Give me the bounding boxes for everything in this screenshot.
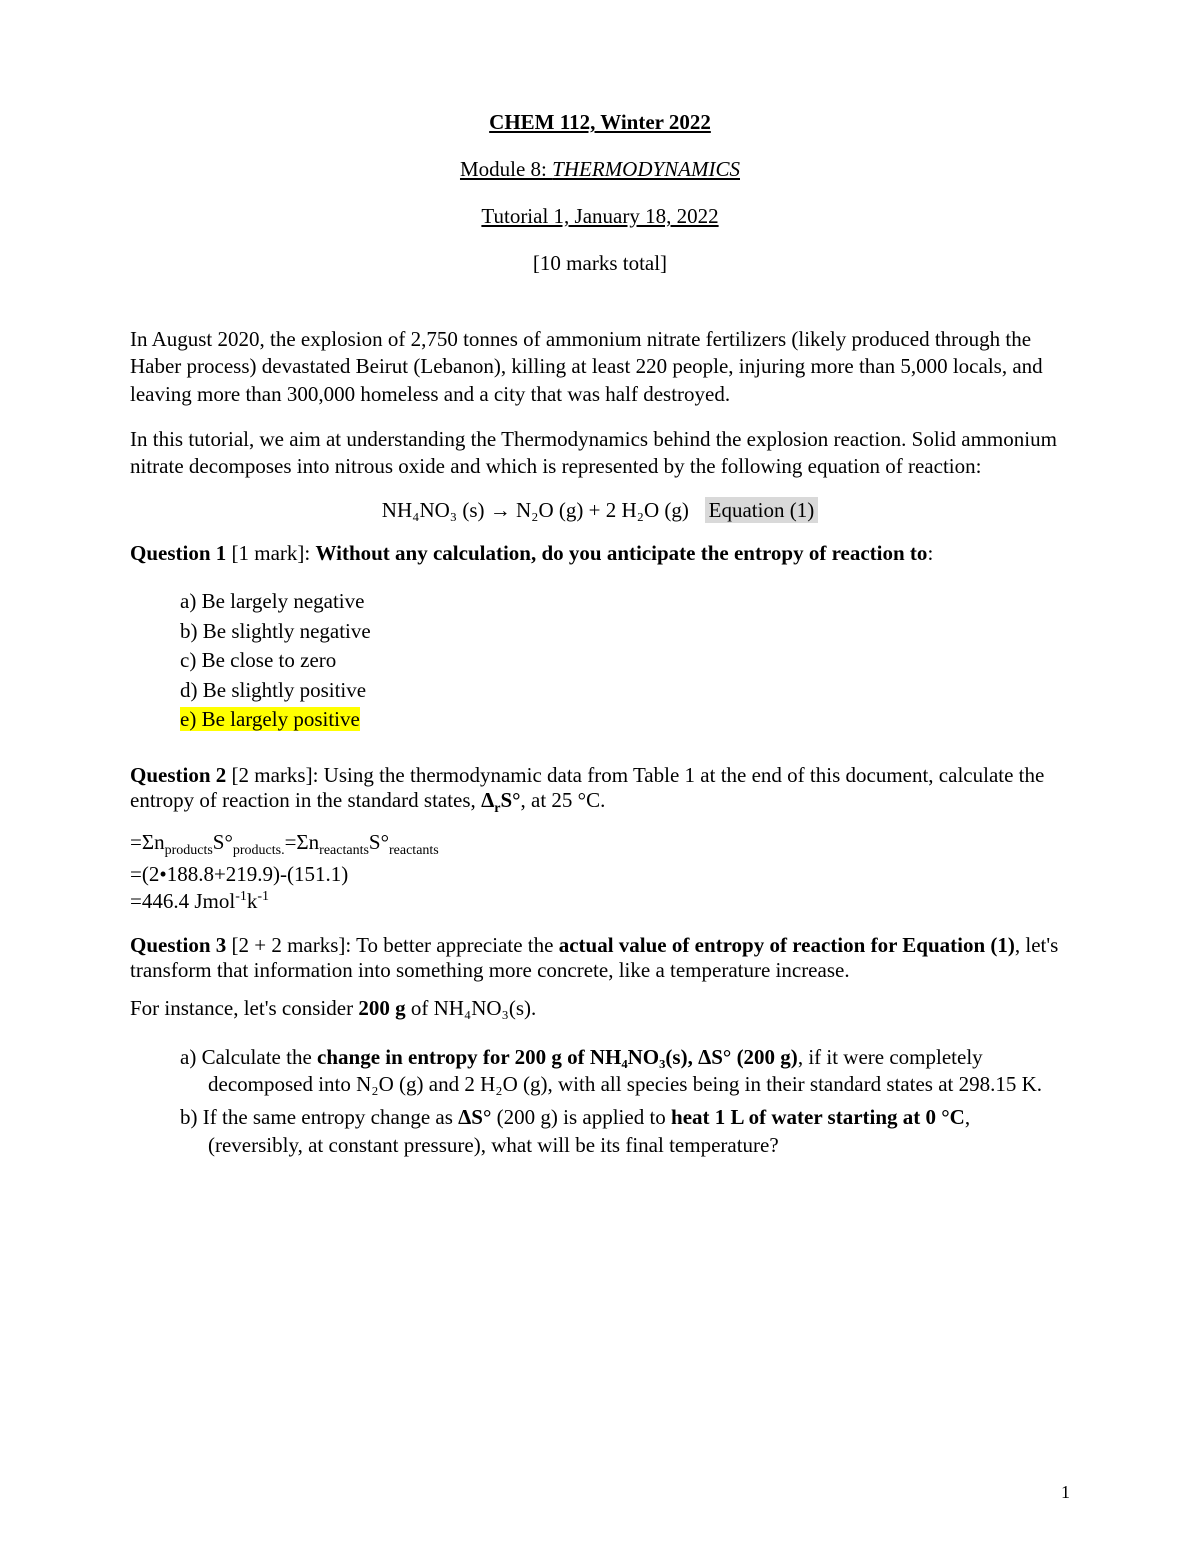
document-header: CHEM 112, Winter 2022 Module 8: THERMODY…: [130, 110, 1070, 276]
marks-total: [10 marks total]: [130, 251, 1070, 276]
q3-subparts: a) Calculate the change in entropy for 2…: [130, 1044, 1070, 1159]
q1-label: Question 1: [130, 541, 226, 565]
question-1-heading: Question 1 [1 mark]: Without any calcula…: [130, 541, 1070, 566]
q1-options: a) Be largely negative b) Be slightly ne…: [130, 587, 1070, 733]
page-number: 1: [1061, 1482, 1070, 1503]
q3-b-mid: (200 g) is applied to: [491, 1105, 671, 1129]
q2-s: S°: [500, 788, 520, 812]
question-3-heading: Question 3 [2 + 2 marks]: To better appr…: [130, 933, 1070, 983]
q3-a-bold: change in entropy for 200 g of NH₄NO₃(s)…: [317, 1045, 798, 1069]
q3-p-bold: 200 g: [358, 996, 405, 1020]
q3-label: Question 3: [130, 933, 226, 957]
calc-line-1: =ΣnproductsS°products.=ΣnreactantsS°reac…: [130, 829, 1070, 860]
q3-b-prefix: b) If the same entropy change as: [180, 1105, 458, 1129]
calc-line-2: =(2•188.8+219.9)-(151.1): [130, 861, 1070, 888]
q1-colon: :: [927, 541, 933, 565]
q3-part-b: b) If the same entropy change as ΔS° (20…: [180, 1104, 1070, 1159]
q3-b-bold2: heat 1 L of water starting at 0 °C: [671, 1105, 965, 1129]
q3-part-a: a) Calculate the change in entropy for 2…: [180, 1044, 1070, 1099]
q3-p-prefix: For instance, let's consider: [130, 996, 358, 1020]
q1-option-c: c) Be close to zero: [180, 646, 1070, 674]
tutorial-line: Tutorial 1, January 18, 2022: [130, 204, 1070, 229]
module-title: THERMODYNAMICS: [552, 157, 740, 181]
module-line: Module 8: THERMODYNAMICS: [130, 157, 1070, 182]
q1-option-d: d) Be slightly positive: [180, 676, 1070, 704]
course-title: CHEM 112, Winter 2022: [130, 110, 1070, 135]
q2-rest2: , at 25 °C.: [521, 788, 606, 812]
q3-b-bold1: ΔS°: [458, 1105, 491, 1129]
q2-delta: Δ: [481, 788, 494, 812]
q1-text: Without any calculation, do you anticipa…: [316, 541, 928, 565]
q3-paragraph: For instance, let's consider 200 g of NH…: [130, 995, 1070, 1022]
document-page: CHEM 112, Winter 2022 Module 8: THERMODY…: [0, 0, 1200, 1553]
q3-p-suffix: of NH₄NO₃(s).: [406, 996, 537, 1020]
q3-bold2: actual value of entropy of reaction for …: [559, 933, 1015, 957]
q1-option-b: b) Be slightly negative: [180, 617, 1070, 645]
q2-label: Question 2: [130, 763, 226, 787]
equation-formula: NH₄NO₃ (s) → N₂O (g) + 2 H₂O (g): [382, 498, 689, 522]
q3-a-prefix: a) Calculate the: [180, 1045, 317, 1069]
q3-rest1: [2 + 2 marks]: To better appreciate the: [226, 933, 558, 957]
question-2-heading: Question 2 [2 marks]: Using the thermody…: [130, 763, 1070, 817]
q1-option-e-highlight: e) Be largely positive: [180, 707, 360, 731]
equation-line: NH₄NO₃ (s) → N₂O (g) + 2 H₂O (g) Equatio…: [130, 498, 1070, 523]
calc-line-3: =446.4 Jmol-1k-1: [130, 888, 1070, 915]
q1-option-a: a) Be largely negative: [180, 587, 1070, 615]
q2-calculation: =ΣnproductsS°products.=ΣnreactantsS°reac…: [130, 829, 1070, 915]
equation-label: Equation (1): [705, 497, 819, 523]
module-prefix: Module 8:: [460, 157, 552, 181]
intro-paragraph-2: In this tutorial, we aim at understandin…: [130, 426, 1070, 481]
q1-option-e: e) Be largely positive: [180, 705, 1070, 733]
intro-paragraph-1: In August 2020, the explosion of 2,750 t…: [130, 326, 1070, 408]
q1-marks: [1 mark]:: [226, 541, 315, 565]
